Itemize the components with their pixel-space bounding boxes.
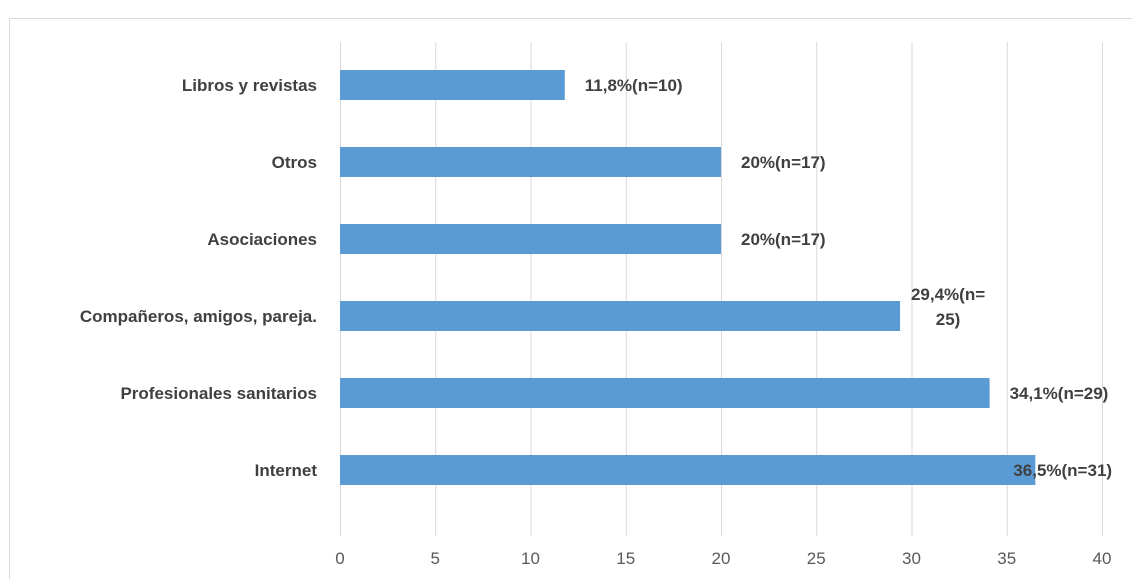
category-label: Internet (255, 461, 318, 480)
category-labels: Libros y revistas Otros Asociaciones Compañ… (80, 76, 317, 480)
category-label: Compañeros, amigos, pareja. (80, 307, 317, 326)
data-label: 29,4%(n= (911, 285, 985, 304)
x-tick-label: 10 (521, 549, 540, 568)
data-labels: 11,8%(n=10) 20%(n=17) 20%(n=17) 29,4%(n= 25)… (585, 76, 1112, 480)
x-tick-label: 40 (1093, 549, 1112, 568)
bar (340, 301, 901, 331)
data-label: 20%(n=17) (741, 230, 826, 249)
bar (340, 224, 721, 254)
data-label: 20%(n=17) (741, 153, 826, 172)
gridlines (340, 42, 1103, 536)
bar (340, 378, 990, 408)
category-label: Libros y revistas (182, 76, 317, 95)
data-label: 36,5%(n=31) (1013, 461, 1112, 480)
category-label: Otros (272, 153, 317, 172)
chart-frame (9, 18, 1132, 579)
x-tick-label: 5 (431, 549, 440, 568)
data-label: 25) (936, 310, 961, 329)
x-tick-label: 0 (335, 549, 344, 568)
category-label: Asociaciones (207, 230, 317, 249)
bar (340, 455, 1036, 485)
bar (340, 147, 721, 177)
bar (340, 70, 565, 100)
x-tick-labels: 0 5 10 15 20 25 30 35 40 (335, 549, 1111, 568)
data-label: 11,8%(n=10) (585, 76, 683, 95)
x-tick-label: 25 (807, 549, 826, 568)
x-tick-label: 30 (902, 549, 921, 568)
x-tick-label: 20 (712, 549, 731, 568)
x-tick-label: 35 (997, 549, 1016, 568)
bars (340, 70, 1036, 485)
x-tick-label: 15 (616, 549, 635, 568)
data-label: 34,1%(n=29) (1010, 384, 1109, 403)
category-label: Profesionales sanitarios (120, 384, 317, 403)
